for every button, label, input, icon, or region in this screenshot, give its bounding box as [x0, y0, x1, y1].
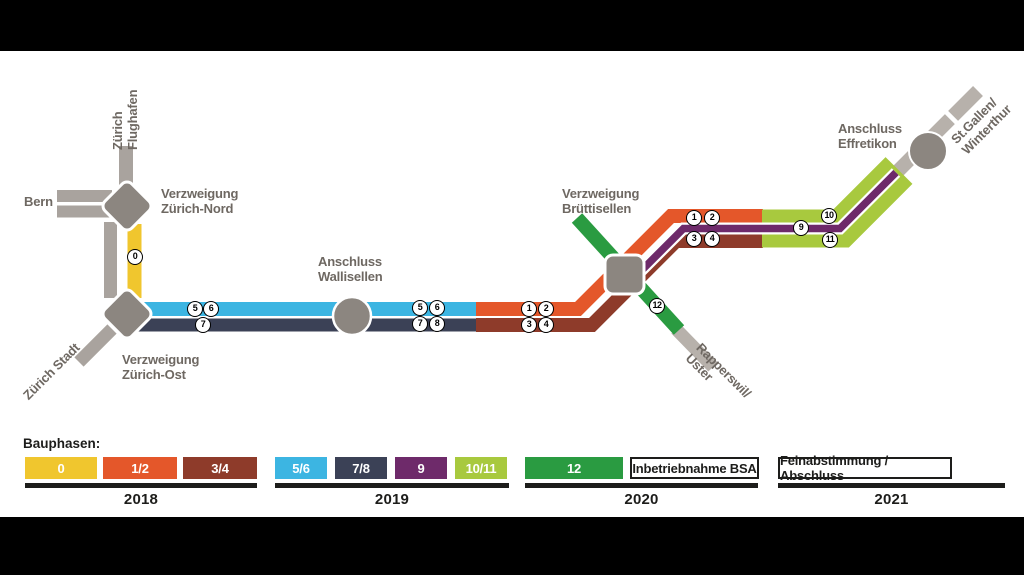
road-rapperswil-uster	[671, 324, 718, 372]
legend-group-2021: Feinabstimmung / Abschluss 2021	[778, 453, 1005, 508]
phase-marker-4: 4	[704, 231, 720, 247]
legend-item: 3/4	[183, 457, 257, 479]
phase-marker-7: 7	[195, 317, 211, 333]
label-bern: Bern	[24, 194, 53, 209]
legend-item: 9	[395, 457, 447, 479]
road-zurich-stadt	[74, 324, 117, 367]
road-bern-upper	[57, 190, 112, 202]
road-bern-lower	[57, 205, 112, 218]
label-verzweigung-bruttisellen: Verzweigung Brüttisellen	[562, 186, 640, 216]
phase-bands	[127, 157, 913, 335]
phase-marker-0: 0	[127, 249, 143, 265]
phase-marker-5: 5	[187, 301, 203, 317]
legend-group-2020: 12 Inbetriebnahme BSA 2020	[525, 457, 759, 508]
band-phase-9	[633, 169, 899, 279]
label-zurich-flughafen: Zürich Flughafen	[110, 89, 140, 150]
legend-year-label: 2020	[624, 491, 659, 508]
legend-item: 5/6	[275, 457, 327, 479]
node-verzweigung-zurich-nord	[101, 180, 153, 232]
phase-marker-9: 9	[793, 220, 809, 236]
legend-group-2018: 0 1/2 3/4 2018	[25, 457, 257, 508]
road-nord-ost	[104, 222, 117, 298]
legend-item: 12	[525, 457, 623, 479]
node-anschluss-wallisellen	[331, 295, 373, 337]
legend-heading: Bauphasen:	[23, 436, 101, 451]
phase-marker-5: 5	[412, 300, 428, 316]
legend-item: Feinabstimmung / Abschluss	[778, 453, 952, 483]
letterbox-top	[0, 0, 1024, 51]
phase-marker-6: 6	[203, 301, 219, 317]
label-anschluss-wallisellen: Anschluss Wallisellen	[318, 254, 383, 284]
phase-marker-4: 4	[538, 317, 554, 333]
legend-group-2019: 5/6 7/8 9 10/11 2019	[275, 457, 509, 508]
legend-item: 7/8	[335, 457, 387, 479]
legend-year-bar	[275, 483, 509, 488]
letterbox-bottom	[0, 517, 1024, 575]
legend-year-label: 2021	[874, 491, 909, 508]
phase-marker-8: 8	[429, 316, 445, 332]
label-verzweigung-zurich-ost: Verzweigung Zürich-Ost	[122, 352, 200, 382]
legend-item: Inbetriebnahme BSA	[630, 457, 759, 479]
legend-year-bar	[778, 483, 1005, 488]
nodes	[101, 131, 948, 340]
phase-marker-3: 3	[521, 317, 537, 333]
phase-marker-12: 12	[649, 298, 665, 314]
phase-marker-2: 2	[538, 301, 554, 317]
label-anschluss-effretikon: Anschluss Effretikon	[838, 121, 902, 151]
phase-marker-3: 3	[686, 231, 702, 247]
legend-year-bar	[25, 483, 257, 488]
legend-item: 10/11	[455, 457, 507, 479]
legend-year-label: 2019	[374, 491, 410, 508]
road-gap-effretikon	[943, 109, 961, 127]
phase-marker-6: 6	[429, 300, 445, 316]
label-verzweigung-zurich-nord: Verzweigung Zürich-Nord	[161, 186, 239, 216]
legend-item: 0	[25, 457, 97, 479]
phase-marker-10: 10	[821, 208, 837, 224]
phase-marker-2: 2	[704, 210, 720, 226]
legend-item: 1/2	[103, 457, 177, 479]
node-verzweigung-bruttisellen	[603, 253, 646, 296]
node-anschluss-effretikon	[908, 131, 948, 171]
legend-year-bar	[525, 483, 758, 488]
phase-marker-7: 7	[412, 316, 428, 332]
node-verzweigung-zurich-ost	[101, 288, 153, 340]
phase-marker-1: 1	[521, 301, 537, 317]
phase-marker-1: 1	[686, 210, 702, 226]
phase-marker-11: 11	[822, 232, 838, 248]
legend-year-label: 2018	[123, 491, 159, 508]
